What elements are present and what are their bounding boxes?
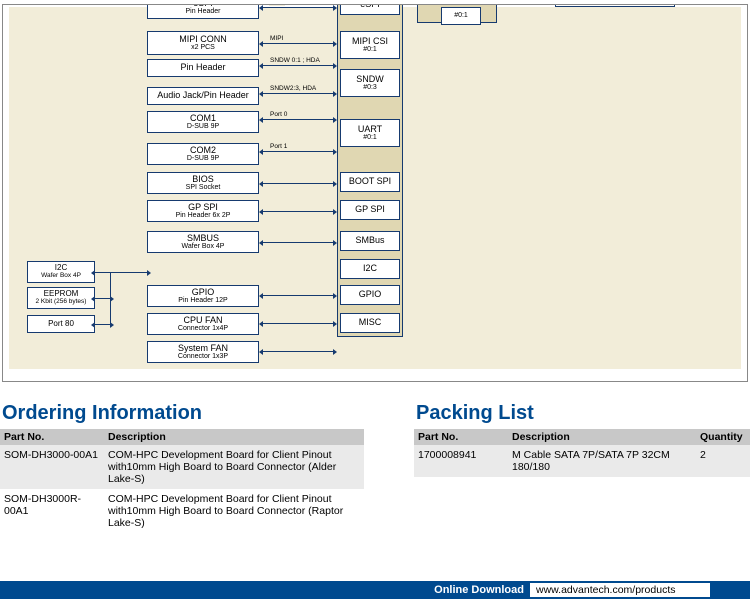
left-block-audio: Audio Jack/Pin Header: [147, 87, 259, 105]
ordering-table: Part No. Description SOM-DH3000-00A1COM-…: [0, 429, 364, 533]
ordering-col-partno: Part No.: [0, 429, 104, 445]
left-block-sysfan: System FANConnector 1x3P: [147, 341, 259, 363]
left-block-cpufan: CPU FANConnector 1x4P: [147, 313, 259, 335]
link-mipi: [263, 43, 333, 44]
ext-i2c-sub: Wafer Box 4P: [28, 273, 94, 280]
ordering-row: SOM-DH3000-00A1COM-HPC Development Board…: [0, 445, 364, 489]
packing-table: Part No. Description Quantity 1700008941…: [414, 429, 750, 477]
left-block-pinhdr: Pin Header: [147, 59, 259, 77]
link-label-espi: eSPI: [269, 4, 285, 6]
link-cpufan: [263, 323, 333, 324]
left-block-espi: eSPIPin Header: [147, 4, 259, 19]
link-label-audio: SNDW2:3, HDA: [269, 85, 317, 92]
packing-col-partno: Part No.: [414, 429, 508, 445]
right-top-sub: #0:1: [442, 12, 480, 19]
ext-eeprom-sub: 2 Kbit (256 bytes): [28, 299, 94, 306]
packing-desc: M Cable SATA 7P/SATA 7P 32CM 180/180: [508, 445, 696, 477]
download-url[interactable]: www.advantech.com/products: [530, 583, 710, 597]
central-bios: BOOT SPI: [340, 172, 400, 192]
link-com1: [263, 119, 333, 120]
left-block-mipi: MIPI CONNx2 PCS: [147, 31, 259, 55]
link-sysfan: [263, 351, 333, 352]
ext-vline: [110, 272, 111, 324]
ordering-pn: SOM-DH3000-00A1: [0, 445, 104, 489]
packing-col-desc: Description: [508, 429, 696, 445]
ordering-pn: SOM-DH3000R-00A1: [0, 489, 104, 533]
link-bios: [263, 183, 333, 184]
ext-eeprom-line: [95, 298, 110, 299]
link-smbus: [263, 242, 333, 243]
right-top-port: #0:1: [441, 7, 481, 25]
central-com1: UART#0:1: [340, 119, 400, 147]
block-diagram: #0:1 OCP Mezz Card Connector x1 I2C Wafe…: [2, 4, 748, 382]
ext-eeprom: EEPROM 2 Kbit (256 bytes): [27, 287, 95, 309]
link-gpio: [263, 295, 333, 296]
ocp-connector: OCP Mezz Card Connector x1: [555, 4, 675, 7]
ext-port80-title: Port 80: [28, 320, 94, 328]
link-gpspi: [263, 211, 333, 212]
link-label-com2: Port 1: [269, 143, 288, 150]
central-i2c-row: I2C: [340, 259, 400, 279]
central-pinhdr: SNDW#0:3: [340, 69, 400, 97]
ext-i2c-line: [95, 272, 147, 273]
central-cpufan: MISC: [340, 313, 400, 333]
ordering-desc: COM-HPC Development Board for Client Pin…: [104, 489, 364, 533]
ordering-heading: Ordering Information: [2, 402, 364, 425]
link-label-mipi: MIPI: [269, 35, 284, 42]
central-gpio: GPIO: [340, 285, 400, 305]
packing-heading: Packing List: [416, 402, 750, 425]
packing-col-qty: Quantity: [696, 429, 750, 445]
left-block-bios: BIOSSPI Socket: [147, 172, 259, 194]
packing-pn: 1700008941: [414, 445, 508, 477]
link-pinhdr: [263, 65, 333, 66]
central-espi: eSPI: [340, 4, 400, 15]
ordering-col-desc: Description: [104, 429, 364, 445]
left-block-com2: COM2D-SUB 9P: [147, 143, 259, 165]
link-label-pinhdr: SNDW 0:1 ; HDA: [269, 57, 321, 64]
central-mipi: MIPI CSI#0:1: [340, 31, 400, 59]
download-label: Online Download: [434, 584, 524, 596]
link-label-com1: Port 0: [269, 111, 288, 118]
left-block-gpspi: GP SPIPin Header 6x 2P: [147, 200, 259, 222]
left-block-gpio: GPIOPin Header 12P: [147, 285, 259, 307]
link-com2: [263, 151, 333, 152]
central-gpspi: GP SPI: [340, 200, 400, 220]
ordering-desc: COM-HPC Development Board for Client Pin…: [104, 445, 364, 489]
link-audio: [263, 93, 333, 94]
ext-i2c: I2C Wafer Box 4P: [27, 261, 95, 283]
ext-port80: Port 80: [27, 315, 95, 333]
left-block-smbus: SMBUSWafer Box 4P: [147, 231, 259, 253]
diagram-bg: #0:1 OCP Mezz Card Connector x1 I2C Wafe…: [9, 7, 741, 369]
download-bar: Online Download www.advantech.com/produc…: [0, 581, 750, 599]
packing-row: 1700008941M Cable SATA 7P/SATA 7P 32CM 1…: [414, 445, 750, 477]
link-espi: [263, 7, 333, 8]
left-block-com1: COM1D-SUB 9P: [147, 111, 259, 133]
packing-qty: 2: [696, 445, 750, 477]
central-smbus: SMBus: [340, 231, 400, 251]
ext-port80-line: [95, 324, 110, 325]
ordering-row: SOM-DH3000R-00A1COM-HPC Development Boar…: [0, 489, 364, 533]
